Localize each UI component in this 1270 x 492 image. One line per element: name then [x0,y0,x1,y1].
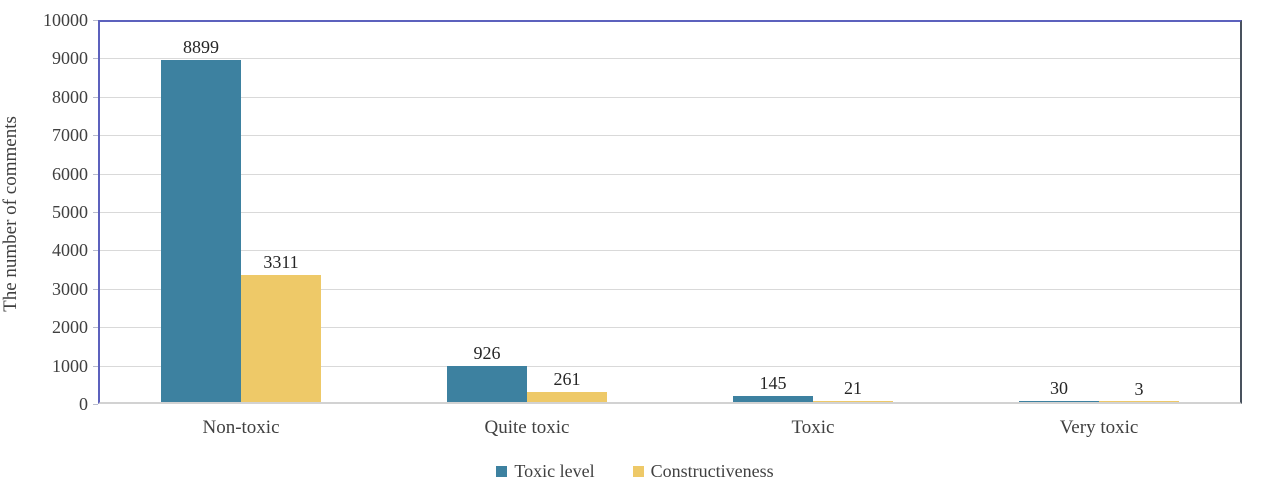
y-tick-mark-5000 [93,212,98,213]
y-tick-mark-8000 [93,96,98,98]
bar-toxic-level-quite-toxic [447,366,527,402]
gridline-3000 [100,288,1240,290]
x-category-label-toxic: Toxic [791,417,835,438]
y-tick-mark-9000 [93,58,98,60]
y-tick-mark-6000 [93,173,98,175]
gridline-8000 [100,96,1240,98]
gridline-5000 [100,212,1240,213]
bar-toxic-level-non-toxic [161,60,241,402]
y-tick-label-4000: 4000 [52,240,88,261]
y-tick-mark-10000 [93,20,98,21]
data-label-constructiveness-very-toxic: 3 [1134,378,1144,399]
bar-constructiveness-very-toxic [1099,401,1179,402]
y-tick-label-2000: 2000 [52,317,88,338]
data-label-constructiveness-non-toxic: 3311 [263,251,299,272]
data-label-constructiveness-quite-toxic: 261 [553,368,581,389]
bar-toxic-level-very-toxic [1019,400,1099,402]
gridline-9000 [100,58,1240,60]
legend-item-toxic-level: Toxic level [496,461,595,482]
y-tick-label-8000: 8000 [52,86,88,107]
gridline-2000 [100,327,1240,329]
x-category-label-quite-toxic: Quite toxic [484,417,570,438]
y-tick-mark-7000 [93,135,98,137]
data-label-toxic-level-quite-toxic: 926 [473,343,501,364]
y-tick-label-0: 0 [79,394,88,414]
data-label-constructiveness-toxic: 21 [844,378,862,399]
y-tick-label-9000: 9000 [52,48,88,69]
legend-label: Toxic level [514,461,595,481]
gridline-6000 [100,173,1240,175]
y-tick-mark-4000 [93,250,98,252]
data-label-toxic-level-very-toxic: 30 [1050,377,1068,398]
y-tick-mark-3000 [93,288,98,290]
gridline-7000 [100,135,1240,137]
bar-toxic-level-toxic [733,396,813,402]
y-tick-label-1000: 1000 [52,355,88,376]
legend-swatch-icon [496,466,508,477]
y-tick-label-3000: 3000 [52,278,88,299]
data-label-toxic-level-toxic: 145 [759,373,787,394]
bar-constructiveness-toxic [813,401,893,402]
x-category-label-non-toxic: Non-toxic [202,417,280,438]
y-tick-label-7000: 7000 [52,125,88,146]
y-tick-mark-2000 [93,327,98,329]
legend-item-constructiveness: Constructiveness [632,461,774,482]
legend-swatch-icon [632,466,644,477]
bar-constructiveness-quite-toxic [527,391,607,402]
x-category-label-very-toxic: Very toxic [1059,417,1139,438]
legend-label: Constructiveness [650,461,774,481]
gridline-4000 [100,250,1240,252]
bar-constructiveness-non-toxic [241,274,321,402]
y-tick-label-6000: 6000 [52,163,88,184]
y-tick-label-10000: 10000 [43,10,88,30]
chart-legend: Toxic level Constructiveness [0,461,1270,482]
y-tick-label-5000: 5000 [52,202,88,222]
y-tick-mark-0 [93,404,98,405]
gridline-1000 [100,365,1240,367]
data-label-toxic-level-non-toxic: 8899 [183,37,219,58]
y-tick-mark-1000 [93,365,98,367]
plot-area [98,20,1242,404]
